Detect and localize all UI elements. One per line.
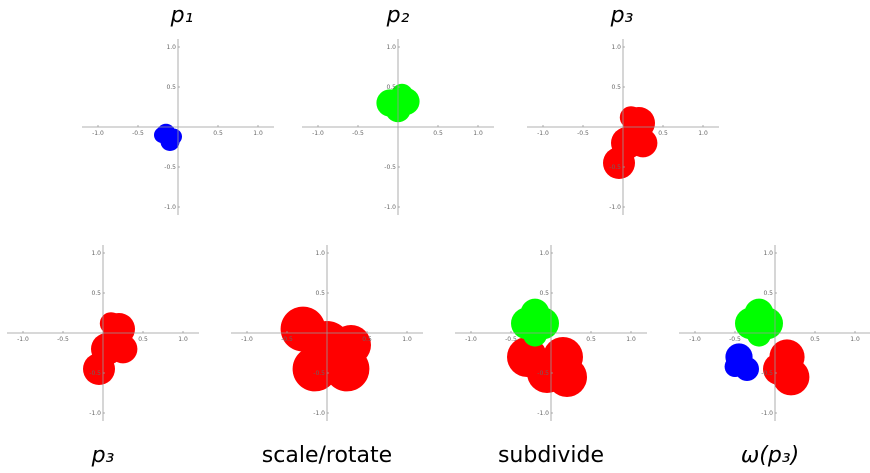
tile xyxy=(628,128,658,158)
y-tick-label: 0.5 xyxy=(611,84,621,91)
y-tick-label: -1.0 xyxy=(761,410,773,417)
x-tick-label: -0.5 xyxy=(57,336,69,343)
y-tick-label: 0.5 xyxy=(539,290,549,297)
x-tick-label: 0.5 xyxy=(433,130,443,137)
x-tick-label: 1.0 xyxy=(178,336,188,343)
x-tick-label: 1.0 xyxy=(473,130,483,137)
y-tick-label: 0.5 xyxy=(315,290,325,297)
x-tick-label: -1.0 xyxy=(537,130,549,137)
x-tick-label: -1.0 xyxy=(689,336,701,343)
x-tick-label: -1.0 xyxy=(92,130,104,137)
panel: -1.0 -0.5 0.5 1.0 1.0 0.5 -0.5 -1.0 ω(p₃) xyxy=(679,245,870,468)
x-tick-label: 1.0 xyxy=(253,130,263,137)
tile xyxy=(619,106,643,129)
x-tick-label: -1.0 xyxy=(312,130,324,137)
tile xyxy=(747,322,771,347)
y-tick-label: 1.0 xyxy=(166,44,176,51)
y-tick-label: 1.0 xyxy=(539,250,549,257)
panel: -1.0 -0.5 0.5 1.0 1.0 0.5 -0.5 -1.0 subdivide xyxy=(455,245,647,468)
tile xyxy=(166,128,182,145)
tile xyxy=(520,298,550,328)
panel: -1.0 -0.5 0.5 1.0 1.0 0.5 -0.5 -1.0 scale/rotate xyxy=(231,245,423,468)
y-tick-label: 1.0 xyxy=(315,250,325,257)
y-tick-label: -1.0 xyxy=(609,204,621,211)
panel-label: subdivide xyxy=(498,443,604,468)
x-tick-label: 1.0 xyxy=(626,336,636,343)
panel: -1.0 -0.5 0.5 1.0 1.0 0.5 -0.5 -1.0 p₃ xyxy=(7,245,199,468)
tile xyxy=(390,83,414,107)
tile xyxy=(83,353,115,385)
x-tick-label: -0.5 xyxy=(352,130,364,137)
y-tick-label: -0.5 xyxy=(164,164,176,171)
panel: -1.0 -0.5 0.5 1.0 1.0 0.5 -0.5 -1.0 p₁ xyxy=(82,3,274,215)
x-tick-label: 0.5 xyxy=(138,336,148,343)
panel-label: scale/rotate xyxy=(262,443,392,468)
y-tick-label: -1.0 xyxy=(164,204,176,211)
x-tick-label: -1.0 xyxy=(241,336,253,343)
x-tick-label: 1.0 xyxy=(698,130,708,137)
y-tick-label: -0.5 xyxy=(313,370,325,377)
y-tick-label: -1.0 xyxy=(384,204,396,211)
panel-label: p₃ xyxy=(610,3,634,28)
y-tick-label: 0.5 xyxy=(763,290,773,297)
tile xyxy=(292,346,338,392)
x-tick-label: -0.5 xyxy=(132,130,144,137)
y-tick-label: 1.0 xyxy=(386,44,396,51)
panel-label: p₂ xyxy=(386,3,410,28)
y-tick-label: 1.0 xyxy=(763,250,773,257)
y-tick-label: 0.5 xyxy=(91,290,101,297)
x-tick-label: -1.0 xyxy=(465,336,477,343)
y-tick-label: -0.5 xyxy=(384,164,396,171)
y-tick-label: 0.5 xyxy=(166,84,176,91)
y-tick-label: 1.0 xyxy=(91,250,101,257)
panel-label: p₁ xyxy=(170,3,194,28)
tile xyxy=(154,127,170,143)
tile xyxy=(603,147,635,179)
y-tick-label: -1.0 xyxy=(313,410,325,417)
panel: -1.0 -0.5 0.5 1.0 1.0 0.5 -0.5 -1.0 p₃ xyxy=(527,3,719,215)
tile xyxy=(331,325,371,365)
x-tick-label: 0.5 xyxy=(586,336,596,343)
tile xyxy=(527,353,567,393)
y-tick-label: -1.0 xyxy=(537,410,549,417)
y-tick-label: -1.0 xyxy=(89,410,101,417)
y-tick-label: 1.0 xyxy=(611,44,621,51)
tile xyxy=(99,312,123,335)
y-tick-label: 0.5 xyxy=(386,84,396,91)
tile xyxy=(108,334,138,364)
panel: -1.0 -0.5 0.5 1.0 1.0 0.5 -0.5 -1.0 p₂ xyxy=(302,3,494,215)
y-tick-label: -0.5 xyxy=(537,370,549,377)
x-tick-label: -0.5 xyxy=(505,336,517,343)
y-tick-label: -0.5 xyxy=(761,370,773,377)
panel-label: p₃ xyxy=(91,443,115,468)
tile xyxy=(744,298,774,328)
x-tick-label: 0.5 xyxy=(213,130,223,137)
x-tick-label: -0.5 xyxy=(281,336,293,343)
x-tick-label: 1.0 xyxy=(402,336,412,343)
tile xyxy=(724,356,746,377)
x-tick-label: -1.0 xyxy=(17,336,29,343)
x-tick-label: 0.5 xyxy=(658,130,668,137)
x-tick-label: -0.5 xyxy=(577,130,589,137)
tile xyxy=(763,353,795,385)
x-tick-label: 0.5 xyxy=(810,336,820,343)
tile xyxy=(523,322,547,347)
panel-label: ω(p₃) xyxy=(741,443,799,468)
x-tick-label: -0.5 xyxy=(729,336,741,343)
x-tick-label: 1.0 xyxy=(850,336,860,343)
y-tick-label: -0.5 xyxy=(89,370,101,377)
y-tick-label: -0.5 xyxy=(609,164,621,171)
x-tick-label: 0.5 xyxy=(362,336,372,343)
